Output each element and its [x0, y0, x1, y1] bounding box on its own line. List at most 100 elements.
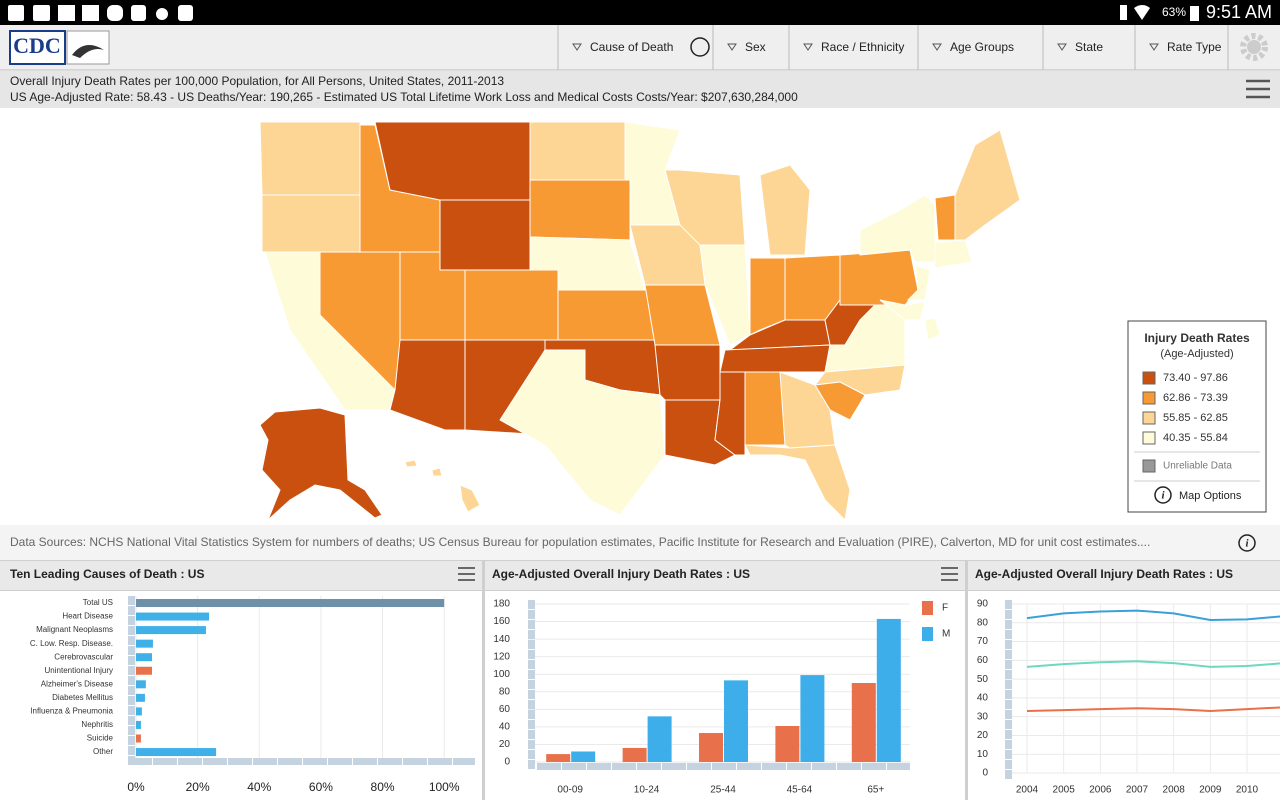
category-label: Diabetes Mellitus [52, 693, 113, 702]
info-button[interactable] [690, 37, 710, 57]
filter-button[interactable]: Sex [712, 25, 766, 70]
filter-button[interactable]: State [1042, 25, 1103, 70]
state[interactable] [459, 484, 481, 513]
header-title: Overall Injury Death Rates per 100,000 P… [10, 74, 504, 88]
notification-icons [8, 5, 193, 21]
state[interactable] [759, 164, 811, 256]
state[interactable] [714, 369, 746, 456]
y-tick-label: 140 [493, 634, 510, 645]
category-label: Other [93, 747, 113, 756]
panel-title: Age-Adjusted Overall Injury Death Rates … [492, 567, 750, 581]
axis-band [787, 763, 811, 770]
panel-title: Age-Adjusted Overall Injury Death Rates … [975, 567, 1233, 581]
bar [876, 618, 901, 762]
axis-band [528, 730, 535, 739]
x-tick-label: 40% [247, 780, 271, 794]
filter-button[interactable]: Rate Type [1134, 25, 1222, 70]
axis-band [812, 763, 836, 770]
axis-band [1005, 710, 1012, 719]
state[interactable] [529, 121, 626, 181]
axis-band [637, 763, 661, 770]
panel-menu-button[interactable] [941, 567, 958, 581]
state[interactable] [261, 194, 361, 253]
category-label: Total US [83, 598, 113, 607]
filter-label: Age Groups [950, 40, 1014, 54]
filter-button[interactable]: Age Groups [917, 25, 1014, 70]
axis-band [528, 600, 535, 609]
x-tick-label: 60% [309, 780, 333, 794]
map-options-button[interactable]: i Map Options [1154, 486, 1242, 504]
state[interactable] [839, 249, 919, 306]
state[interactable] [374, 121, 531, 201]
state[interactable] [906, 264, 931, 301]
state[interactable] [879, 299, 926, 321]
y-tick-label: 0 [504, 757, 510, 768]
axis-band [128, 746, 135, 755]
logo[interactable]: CDC [9, 30, 110, 65]
axis-band [687, 763, 711, 770]
state[interactable] [259, 121, 361, 196]
bar [136, 599, 445, 607]
filter-label: State [1075, 40, 1103, 54]
axis-band [528, 670, 535, 679]
axis-band [528, 610, 535, 619]
state[interactable] [744, 359, 786, 446]
x-tick-label: 2004 [1016, 785, 1039, 796]
axis-band [528, 750, 535, 759]
axis-band [128, 686, 135, 695]
panel-menu-button[interactable] [458, 567, 475, 581]
axis-band [1005, 640, 1012, 649]
info-button[interactable]: i [1238, 534, 1256, 552]
x-tick-label: 2007 [1126, 785, 1149, 796]
x-tick-label: 00-09 [557, 785, 583, 796]
state[interactable] [699, 244, 751, 346]
filter-button[interactable]: Race / Ethnicity [788, 25, 904, 70]
settings-button[interactable] [1240, 33, 1268, 61]
filter-button[interactable]: Cause of Death [557, 25, 673, 70]
state[interactable] [924, 317, 941, 341]
axis-band [862, 763, 886, 770]
state[interactable] [557, 289, 656, 341]
axis-band [537, 763, 561, 770]
state[interactable] [744, 444, 851, 522]
state[interactable] [934, 239, 973, 269]
state[interactable] [464, 269, 559, 341]
gear-icon [1247, 40, 1261, 54]
y-tick-label: 60 [499, 704, 511, 715]
menu-button[interactable] [1246, 79, 1270, 99]
axis-band [178, 758, 202, 765]
legend-label: M [942, 629, 950, 640]
state[interactable] [259, 407, 383, 521]
axis-band [128, 758, 152, 765]
state[interactable] [439, 199, 531, 271]
state[interactable] [654, 344, 721, 401]
legend-unreliable-label: Unreliable Data [1163, 461, 1232, 472]
category-label: Alzheimer's Disease [41, 679, 114, 688]
y-tick-label: 70 [977, 636, 989, 647]
state[interactable] [529, 179, 631, 241]
gear-icon [1240, 33, 1268, 61]
bar [724, 680, 748, 762]
x-tick-label: 100% [429, 780, 460, 794]
dropdown-arrow [1057, 43, 1067, 51]
dropdown-arrow [1149, 43, 1159, 51]
state[interactable] [934, 194, 956, 241]
legend-swatch [1142, 391, 1156, 405]
legend-label: 62.86 - 73.39 [1163, 392, 1228, 404]
state[interactable] [719, 344, 831, 373]
svg-text:i: i [1161, 490, 1165, 502]
bar [136, 707, 142, 716]
y-tick-label: 160 [493, 616, 510, 627]
legend-label: 55.85 - 62.85 [1163, 412, 1228, 424]
state[interactable] [824, 299, 906, 373]
header-subtitle: US Age-Adjusted Rate: 58.43 - US Deaths/… [10, 90, 798, 104]
x-tick-label: 80% [371, 780, 395, 794]
state[interactable] [431, 467, 443, 477]
state[interactable] [404, 459, 418, 468]
svg-text:i: i [1245, 538, 1249, 550]
category-label: Malignant Neoplasms [36, 625, 113, 634]
state[interactable] [954, 129, 1021, 241]
category-label: C. Low. Resp. Disease. [30, 639, 113, 648]
axis-band [528, 760, 535, 769]
dropdown-arrow [572, 43, 582, 51]
